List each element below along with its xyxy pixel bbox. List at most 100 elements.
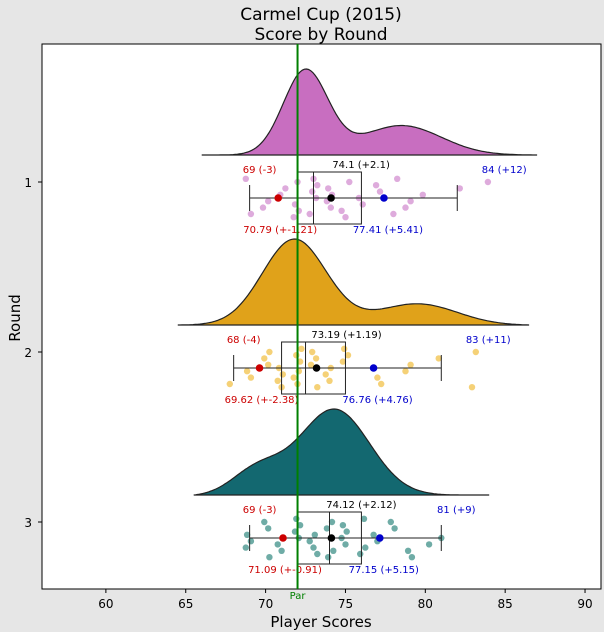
par-label: Par: [290, 591, 307, 602]
score-point: [306, 538, 313, 545]
low-average-marker: [255, 364, 264, 372]
score-point: [390, 210, 397, 218]
score-point: [339, 522, 347, 529]
score-point: [339, 358, 347, 365]
score-point: [378, 380, 385, 388]
high-average-marker: [369, 364, 378, 372]
score-point: [344, 352, 352, 359]
min-label: 69 (-3): [243, 505, 277, 516]
score-point: [342, 214, 349, 221]
x-tick-label: 90: [577, 597, 592, 611]
score-point: [362, 544, 369, 551]
score-point: [326, 377, 333, 384]
score-point: [314, 550, 321, 558]
score-point: [265, 525, 272, 532]
score-point: [407, 361, 414, 368]
score-point: [468, 384, 476, 391]
min-label: 69 (-3): [243, 165, 277, 176]
mean-marker: [312, 364, 321, 372]
x-tick-label: 85: [498, 597, 513, 611]
score-point: [265, 361, 272, 368]
max-label: 81 (+9): [437, 505, 476, 516]
score-point: [357, 550, 364, 558]
score-point: [330, 547, 337, 554]
score-point: [387, 518, 394, 526]
score-point: [472, 348, 479, 356]
mean-label: 73.19 (+1.19): [311, 330, 381, 341]
score-point: [407, 198, 414, 205]
y-tick-label: 1: [24, 176, 32, 190]
score-point: [311, 531, 318, 538]
high-average-label: 77.41 (+5.41): [353, 225, 423, 236]
low-average-label: 69.62 (+-2.38): [225, 395, 299, 406]
x-axis-label: Player Scores: [270, 613, 371, 631]
score-point: [310, 544, 317, 551]
score-point: [314, 182, 321, 189]
x-tick-label: 65: [178, 597, 193, 611]
score-point: [323, 525, 331, 532]
score-point: [425, 541, 433, 548]
score-point: [484, 178, 492, 186]
score-point: [359, 201, 366, 208]
high-average-label: 76.76 (+4.76): [342, 395, 412, 406]
score-point: [343, 528, 350, 535]
score-point: [402, 204, 409, 211]
chart-title-line-1: Carmel Cup (2015): [240, 5, 402, 25]
score-point: [370, 531, 377, 538]
score-point: [266, 348, 273, 356]
low-average-label: 71.09 (+-0.91): [248, 565, 322, 576]
score-point: [282, 185, 289, 192]
density-cloud-round-2: [177, 238, 530, 326]
score-point: [226, 380, 233, 388]
score-point: [298, 345, 305, 352]
score-point: [247, 374, 255, 381]
score-point: [279, 371, 286, 378]
score-point: [266, 554, 273, 561]
score-point: [290, 214, 297, 221]
score-point: [290, 374, 297, 381]
score-point: [360, 515, 368, 522]
score-point: [243, 368, 251, 375]
high-average-marker: [375, 534, 384, 542]
low-average-marker: [279, 534, 287, 542]
mean-label: 74.1 (+2.1): [332, 160, 390, 171]
score-point: [307, 361, 315, 368]
score-point: [242, 544, 249, 551]
score-point: [408, 554, 416, 561]
mean-label: 74.12 (+2.12): [326, 500, 396, 511]
score-point: [306, 210, 313, 218]
mean-marker: [327, 194, 335, 202]
score-point: [274, 377, 281, 384]
score-point: [247, 538, 255, 545]
y-tick-label: 3: [24, 516, 32, 530]
score-point: [242, 175, 249, 182]
score-point: [346, 178, 353, 186]
density-cloud-round-1: [201, 68, 538, 156]
high-average-marker: [380, 194, 388, 202]
score-point: [372, 182, 380, 189]
score-point: [261, 355, 268, 362]
y-tick-label: 2: [24, 346, 32, 360]
score-point: [435, 355, 442, 362]
score-point: [402, 368, 409, 375]
score-point: [274, 541, 281, 548]
score-point: [243, 531, 251, 538]
score-point: [419, 191, 426, 198]
score-point: [342, 541, 349, 548]
chart-title-line-2: Score by Round: [254, 25, 387, 45]
density-cloud-round-3: [193, 408, 490, 496]
score-point: [328, 518, 336, 526]
score-point: [394, 175, 401, 182]
score-point: [309, 188, 316, 195]
score-point: [278, 547, 285, 554]
score-point: [456, 185, 463, 192]
low-average-marker: [274, 194, 283, 202]
score-point: [247, 210, 255, 218]
score-point: [341, 345, 348, 352]
score-point: [259, 204, 267, 211]
box-iqr-round-2: [281, 341, 346, 395]
min-label: 68 (-4): [227, 335, 261, 346]
score-point: [327, 204, 334, 211]
score-point: [325, 185, 332, 192]
mean-marker: [327, 534, 336, 542]
